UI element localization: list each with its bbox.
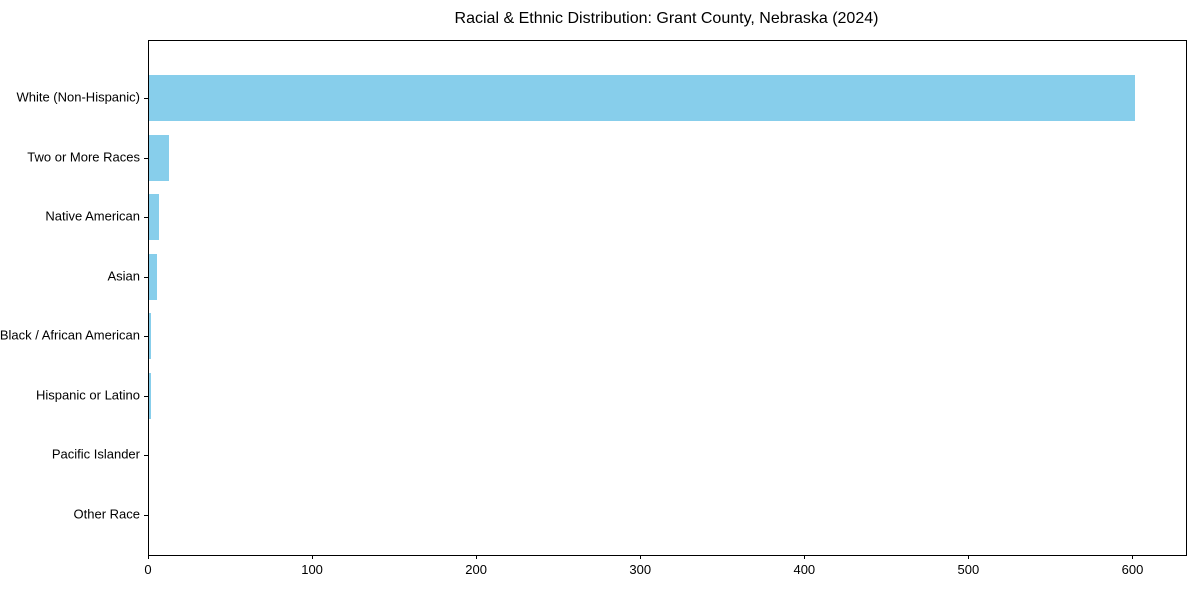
bar-white-non-hispanic	[149, 75, 1136, 121]
y-tick-label: White (Non-Hispanic)	[16, 89, 140, 105]
x-tick-mark	[1132, 555, 1134, 559]
y-tick-mark	[144, 336, 148, 337]
x-tick-mark	[968, 555, 970, 559]
bar-native-american	[149, 194, 159, 240]
x-tick-label: 500	[957, 562, 980, 577]
x-tick-mark	[148, 555, 149, 559]
y-tick-mark	[144, 276, 148, 278]
x-tick-mark	[476, 555, 478, 559]
chart-title: Racial & Ethnic Distribution: Grant Coun…	[454, 10, 879, 27]
y-tick-mark	[144, 514, 148, 516]
x-tick-mark	[640, 555, 642, 559]
x-tick-label: 100	[301, 562, 323, 577]
x-tick-label: 200	[465, 562, 488, 577]
y-tick-mark	[144, 455, 148, 456]
x-tick-mark	[312, 555, 314, 559]
y-tick-mark	[144, 395, 148, 397]
x-tick-label: 400	[793, 562, 816, 577]
x-tick-label: 0	[144, 562, 152, 577]
y-tick-label: Hispanic or Latino	[35, 387, 140, 402]
x-tick-mark	[804, 555, 806, 559]
bar-asian	[149, 253, 158, 300]
y-tick-mark	[144, 98, 148, 99]
bar-black-african-american	[149, 313, 151, 359]
y-tick-label: Other Race	[73, 506, 140, 521]
x-tick-label: 600	[1121, 562, 1144, 577]
y-tick-label: Pacific Islander	[51, 446, 140, 462]
y-tick-mark	[144, 217, 148, 218]
bar-hispanic-or-latino	[149, 372, 151, 419]
bar-two-or-more-races	[149, 134, 169, 181]
x-tick-label: 300	[629, 562, 652, 577]
y-tick-label: Black / African American	[0, 327, 140, 343]
y-tick-label: Two or More Races	[27, 149, 140, 164]
y-tick-label: Asian	[107, 268, 140, 283]
plot-area	[144, 40, 1187, 556]
y-tick-label: Native American	[45, 208, 140, 224]
y-tick-mark	[144, 157, 148, 159]
